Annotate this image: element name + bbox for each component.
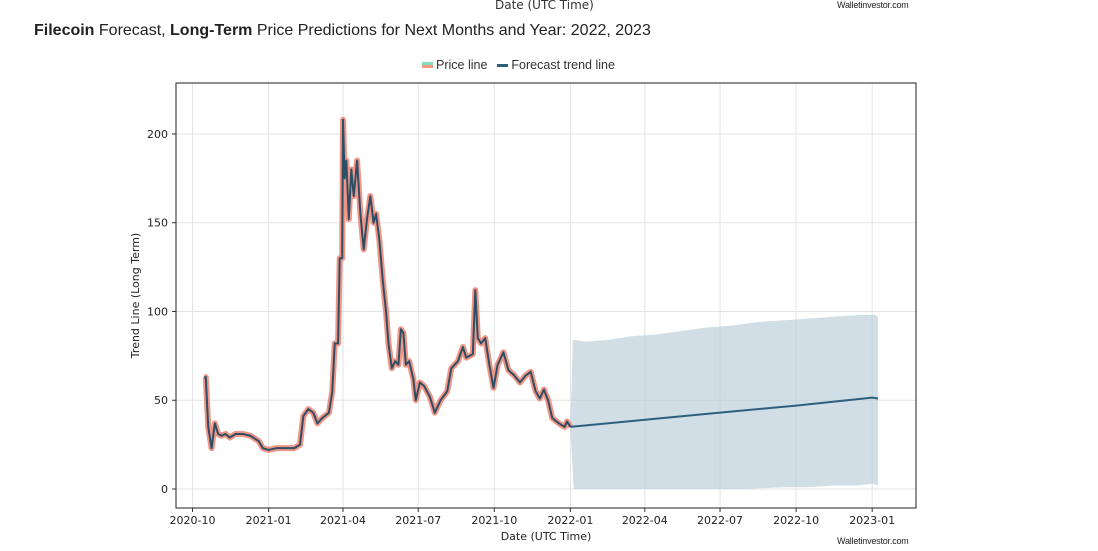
watermark-bottom[interactable]: Walletinvestor.com — [837, 536, 909, 546]
legend-item-price-line[interactable]: Price line — [422, 58, 487, 72]
y-tick-label: 50 — [154, 394, 168, 407]
x-tick-label: 2022-10 — [773, 514, 819, 527]
y-tick-label: 0 — [161, 483, 168, 496]
title-part: Filecoin — [34, 22, 95, 39]
y-tick-label: 200 — [147, 128, 168, 141]
price-line — [204, 118, 572, 451]
title-part: Price Predictions for Next Months and Ye… — [252, 22, 651, 39]
y-tick-label: 100 — [147, 305, 168, 318]
cut-off-axis-label: Date (UTC Time) — [495, 0, 594, 12]
forecast-confidence-band — [570, 315, 878, 490]
forecast-trend-line — [570, 396, 879, 428]
x-tick-label: 2021-01 — [246, 514, 292, 527]
plot-frame — [175, 82, 917, 509]
x-tick-label: 2022-01 — [547, 514, 593, 527]
legend-item-forecast-trend-line[interactable]: Forecast trend line — [497, 58, 615, 72]
x-tick-label: 2020-10 — [170, 514, 216, 527]
legend-label: Forecast trend line — [511, 58, 615, 72]
x-tick-label: 2022-04 — [622, 514, 668, 527]
chart-legend: Price line Forecast trend line — [422, 58, 615, 72]
legend-label: Price line — [436, 58, 488, 72]
x-tick-label: 2023-01 — [849, 514, 895, 527]
x-axis-label: Date (UTC Time) — [501, 530, 592, 543]
title-part: Long-Term — [170, 22, 253, 39]
x-tick-label: 2021-04 — [320, 514, 366, 527]
watermark-top[interactable]: Walletinvestor.com — [837, 0, 909, 10]
y-tick-label: 150 — [147, 217, 168, 230]
x-tick-label: 2021-07 — [395, 514, 441, 527]
title-part: Forecast, — [94, 22, 171, 39]
y-axis-label: Trend Line (Long Term) — [129, 233, 142, 359]
legend-swatch-price — [422, 62, 433, 68]
x-tick-label: 2022-07 — [697, 514, 743, 527]
page-title: Filecoin Forecast, Long-Term Price Predi… — [34, 22, 651, 40]
x-tick-label: 2021-10 — [471, 514, 517, 527]
legend-swatch-forecast — [497, 63, 509, 67]
